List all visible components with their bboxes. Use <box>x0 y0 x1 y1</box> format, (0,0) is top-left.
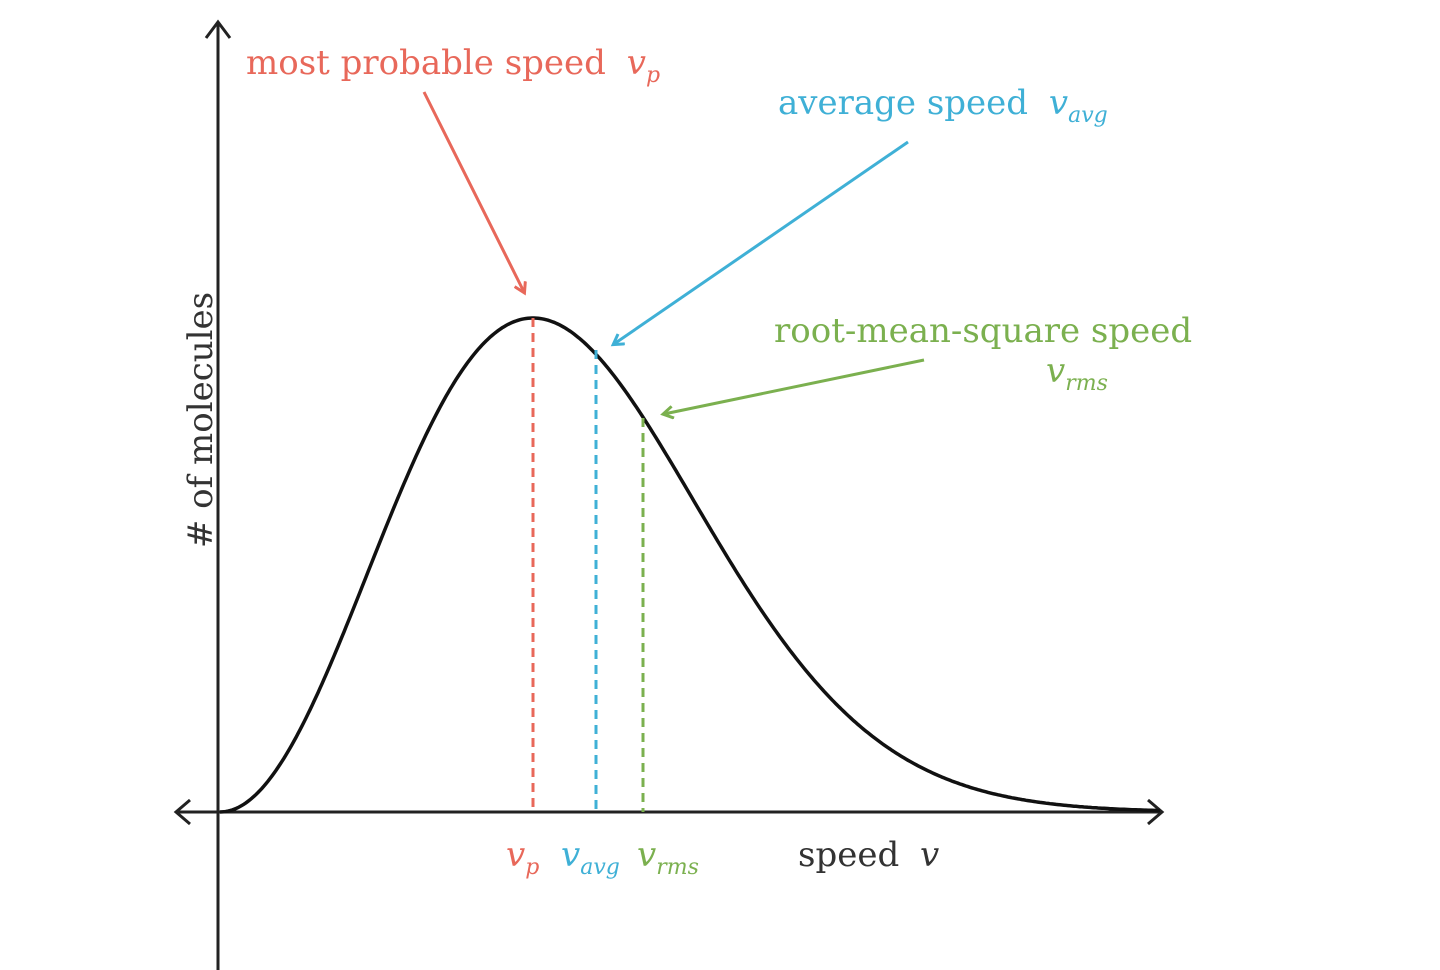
average-arrow <box>614 140 909 344</box>
y-axis-label: # of molecules <box>181 292 221 548</box>
rms-arrow <box>664 358 925 414</box>
most-probable-text: most probable speed <box>246 43 606 83</box>
rms-subscript: rms <box>1065 371 1108 396</box>
distribution-curve <box>219 316 1160 814</box>
average-label: average speed vavg <box>778 83 1108 128</box>
x-axis-left-arrowhead-icon <box>173 798 191 826</box>
vavg-tick-subscript: avg <box>580 855 620 880</box>
vrms-tick-label: vrms <box>637 835 699 880</box>
x-axis-label: speed v <box>798 835 939 875</box>
vp-tick-symbol: v <box>506 835 525 875</box>
x-axis-label-word: speed <box>798 835 899 875</box>
rms-label: root-mean-square speed <box>774 311 1192 351</box>
vp-tick-subscript: p <box>525 855 539 880</box>
x-axis-right-arrowhead-icon <box>1147 798 1165 826</box>
most-probable-symbol: v <box>627 43 646 83</box>
most-probable-label: most probable speed vp <box>246 43 660 88</box>
vrms-tick-symbol: v <box>637 835 656 875</box>
vp-tick-label: vp <box>506 835 539 880</box>
rms-symbol-label: vrms <box>1046 351 1108 396</box>
most-probable-subscript: p <box>646 63 660 88</box>
average-subscript: avg <box>1068 103 1108 128</box>
vavg-tick-symbol: v <box>561 835 580 875</box>
y-axis-arrowhead-icon <box>204 19 232 39</box>
most-probable-arrow <box>422 91 524 292</box>
average-symbol: v <box>1049 83 1068 123</box>
rms-symbol: v <box>1046 351 1065 391</box>
average-text: average speed <box>778 83 1028 123</box>
vavg-tick-label: vavg <box>561 835 620 880</box>
x-axis-label-symbol: v <box>920 835 939 875</box>
vrms-tick-subscript: rms <box>656 855 699 880</box>
